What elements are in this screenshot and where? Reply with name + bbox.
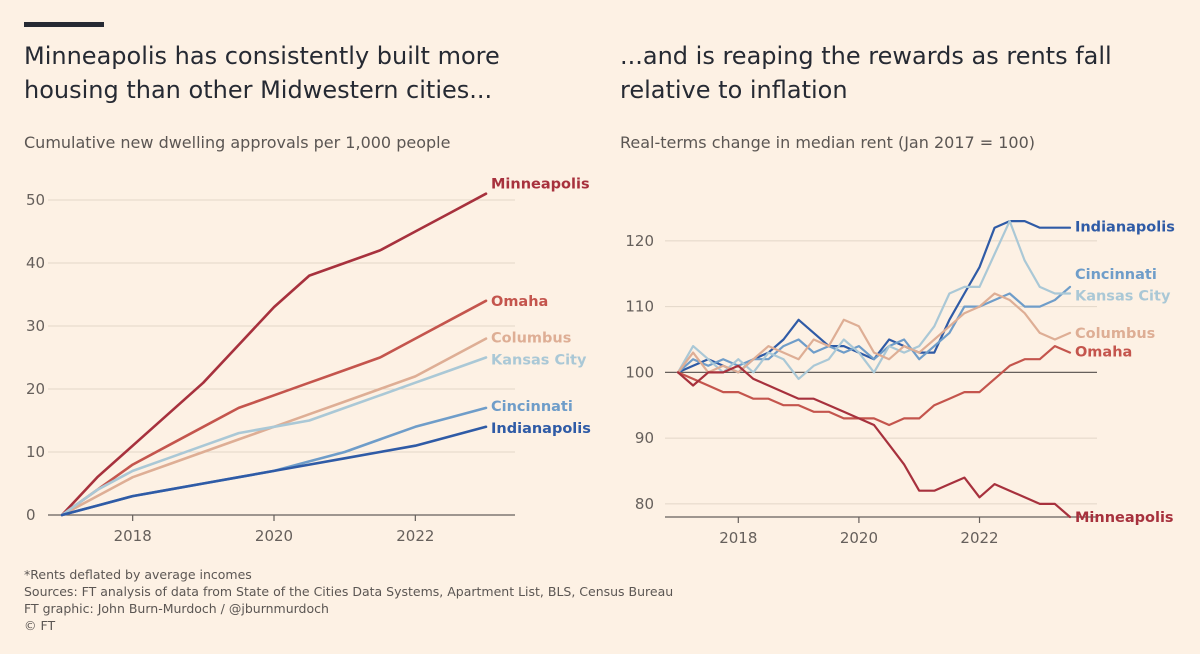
series-label-minneapolis: Minneapolis [1075,510,1174,526]
y-tick-label-110: 110 [625,298,654,316]
x-tick-label-2018: 2018 [719,529,757,547]
series-line-kansas-city [676,220,1072,380]
series-label-columbus: Columbus [1075,326,1155,342]
right-chart-median-rent: 80 90 100 110 120 2018 2020 2022 Indianapolis Cin… [625,220,1175,547]
series-label-indianapolis: Indianapolis [491,421,591,437]
series-label-columbus: Columbus [491,331,571,347]
footer-copyright: © FT [24,618,56,633]
ft-header-bar [24,22,104,27]
y-tick-label-80: 80 [635,495,654,513]
series-label-omaha: Omaha [491,294,548,310]
y-tick-label-10: 10 [26,443,45,461]
series-line-kansas-city [60,356,488,517]
series-line-indianapolis [676,220,1072,374]
x-tick-label-2020: 2020 [255,527,293,545]
series-label-kansas-city: Kansas City [491,353,587,369]
series-line-omaha [60,299,488,517]
y-tick-label-50: 50 [26,191,45,209]
series-line-minneapolis [676,364,1072,519]
y-tick-label-90: 90 [635,429,654,447]
y-tick-label-100: 100 [625,363,654,381]
series-label-omaha: Omaha [1075,345,1132,361]
right-chart-title: ...and is reaping the rewards as rents f… [620,42,1112,104]
x-tick-label-2022: 2022 [960,529,998,547]
series-line-omaha [676,345,1072,427]
footer-note: *Rents deflated by average incomes [24,567,252,582]
left-chart-subtitle: Cumulative new dwelling approvals per 1,… [24,133,451,152]
left-chart-housing-approvals: 0 10 20 30 40 50 2018 2020 2022 Minneapolis Omaha C… [26,177,591,545]
series-label-cincinnati: Cincinnati [491,399,573,415]
series-line-minneapolis [60,192,488,517]
x-tick-label-2018: 2018 [114,527,152,545]
right-chart-subtitle: Real-terms change in median rent (Jan 20… [620,133,1036,152]
series-label-kansas-city: Kansas City [1075,288,1171,304]
y-tick-label-0: 0 [26,506,36,524]
series-line-indianapolis [60,425,488,517]
series-label-minneapolis: Minneapolis [491,177,590,193]
footer: *Rents deflated by average incomes Sourc… [24,566,673,634]
left-chart-title: Minneapolis has consistently built more … [24,42,500,104]
series-label-cincinnati: Cincinnati [1075,267,1157,283]
footer-graphic-credit: FT graphic: John Burn-Murdoch / @jburnmu… [24,601,329,616]
x-tick-label-2020: 2020 [840,529,878,547]
series-line-columbus [676,292,1072,374]
y-tick-label-20: 20 [26,380,45,398]
y-tick-label-30: 30 [26,317,45,335]
series-label-indianapolis: Indianapolis [1075,220,1175,236]
footer-sources: Sources: FT analysis of data from State … [24,584,674,599]
y-tick-label-40: 40 [26,254,45,272]
x-tick-label-2022: 2022 [396,527,434,545]
y-tick-label-120: 120 [625,232,654,250]
